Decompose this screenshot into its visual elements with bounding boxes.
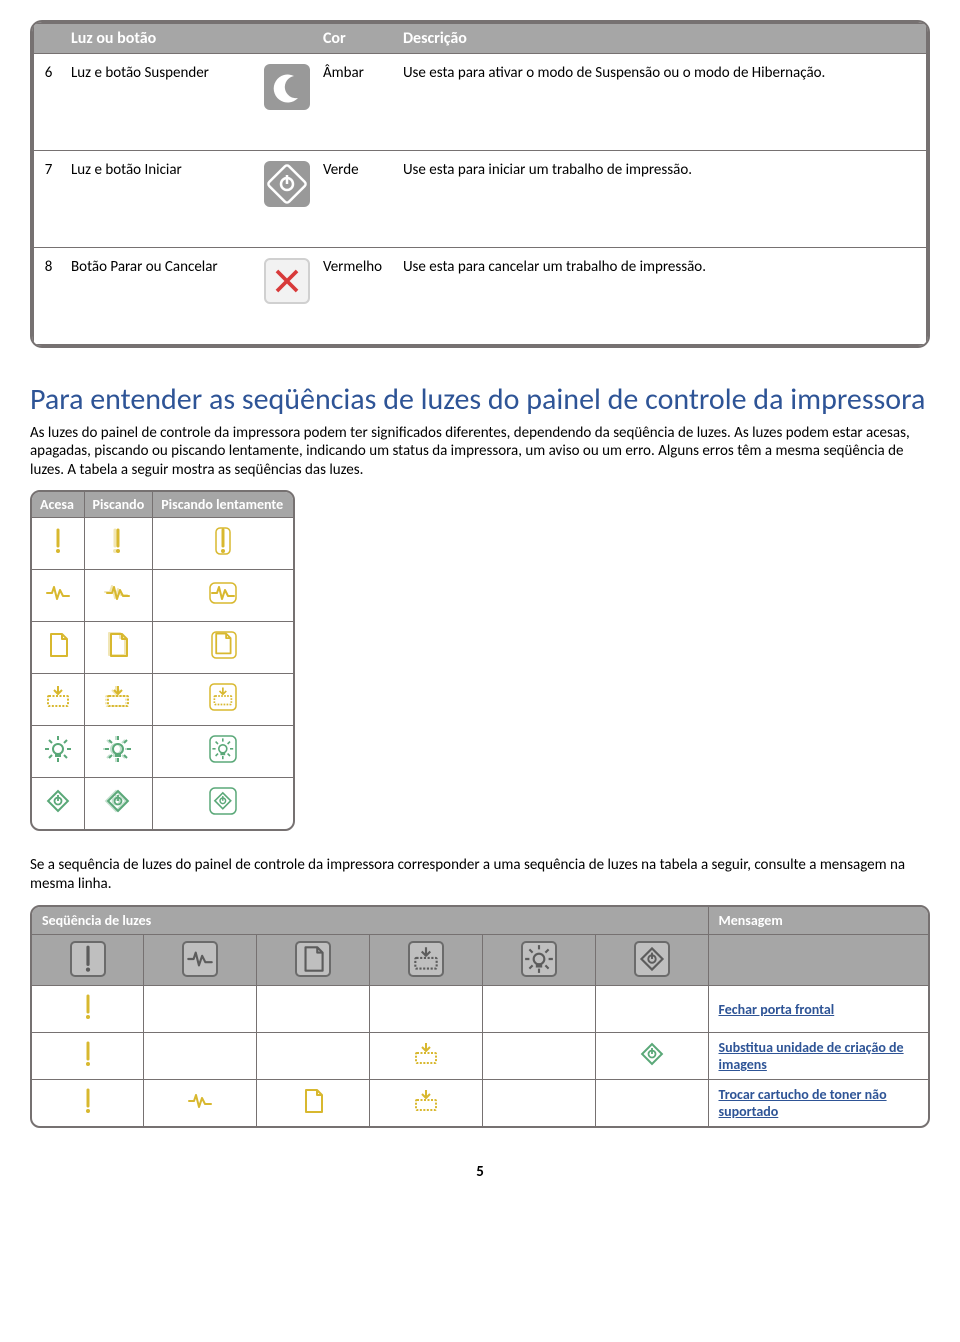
row-desc: Use esta para ativar o modo de Suspensão… [395, 54, 927, 151]
seq-row: Substitua unidade de criação de imagens [32, 1033, 928, 1080]
exclamation-icon [73, 1086, 103, 1116]
exclamation-icon [43, 526, 73, 556]
seq-header-right: Mensagem [708, 907, 928, 935]
tray-icon [103, 682, 133, 712]
row-color: Verde [315, 151, 395, 248]
seq-row: Fechar porta frontal [32, 986, 928, 1033]
msg-link[interactable]: Fechar porta frontal [719, 1001, 835, 1018]
diamond-icon [637, 1039, 667, 1069]
exclamation-icon [103, 526, 133, 556]
legend-h1: Acesa [32, 492, 84, 518]
row-name: Botão Parar ou Cancelar [63, 248, 260, 346]
para2: Se a sequência de luzes do painel de con… [30, 856, 930, 894]
sequence-table: Seqüência de luzes Mensagem Fechar porta… [30, 905, 930, 1128]
diamond-icon [634, 941, 670, 977]
col-luz: Luz ou botão [63, 23, 260, 54]
paper-icon [208, 630, 238, 660]
row-num: 7 [33, 151, 63, 248]
col-desc: Descrição [395, 23, 927, 54]
seq-row: Trocar cartucho de toner não suportado [32, 1080, 928, 1127]
legend-h3: Piscando lentamente [153, 492, 293, 518]
col-cor: Cor [315, 23, 395, 54]
tray-icon [411, 1039, 441, 1069]
tray-icon [411, 1086, 441, 1116]
legend-h2: Piscando [84, 492, 153, 518]
seq-header-left: Seqüência de luzes [32, 907, 708, 935]
row-num: 6 [33, 54, 63, 151]
start-icon [264, 161, 310, 207]
bulb-icon [103, 734, 133, 764]
wave-icon [182, 941, 218, 977]
page-number: 5 [30, 1163, 930, 1181]
paper-icon [298, 1086, 328, 1116]
col-icon [260, 23, 315, 54]
exclamation-icon [73, 1039, 103, 1069]
exclamation-icon [70, 941, 106, 977]
exclamation-icon [208, 526, 238, 556]
msg-link[interactable]: Substitua unidade de criação de imagens [719, 1039, 904, 1073]
bulb-icon [521, 941, 557, 977]
diamond-icon [103, 786, 133, 816]
wave-icon [185, 1086, 215, 1116]
section-heading: Para entender as seqüências de luzes do … [30, 383, 930, 418]
tray-icon [408, 941, 444, 977]
wave-icon [208, 578, 238, 608]
table-row: 6 Luz e botão Suspender Âmbar Use esta p… [33, 54, 927, 151]
diamond-icon [208, 786, 238, 816]
row-name: Luz e botão Suspender [63, 54, 260, 151]
row-desc: Use esta para iniciar um trabalho de imp… [395, 151, 927, 248]
wave-icon [43, 578, 73, 608]
buttons-table: Luz ou botão Cor Descrição 6 Luz e botão… [30, 20, 930, 348]
moon-icon [264, 64, 310, 110]
paper-icon [295, 941, 331, 977]
table-row: 8 Botão Parar ou Cancelar Vermelho Use e… [33, 248, 927, 346]
legend-table: Acesa Piscando Piscando lentamente [30, 490, 295, 831]
cancel-icon [264, 258, 310, 304]
tray-icon [208, 682, 238, 712]
paper-icon [43, 630, 73, 660]
intro-paragraph: As luzes do painel de controle da impres… [30, 424, 930, 480]
exclamation-icon [73, 992, 103, 1022]
row-color: Âmbar [315, 54, 395, 151]
diamond-icon [43, 786, 73, 816]
row-name: Luz e botão Iniciar [63, 151, 260, 248]
row-num: 8 [33, 248, 63, 346]
row-color: Vermelho [315, 248, 395, 346]
table-row: 7 Luz e botão Iniciar Verde Use esta par… [33, 151, 927, 248]
tray-icon [43, 682, 73, 712]
row-desc: Use esta para cancelar um trabalho de im… [395, 248, 927, 346]
bulb-icon [208, 734, 238, 764]
wave-icon [103, 578, 133, 608]
msg-link[interactable]: Trocar cartucho de toner não suportado [719, 1086, 887, 1120]
col-blank [33, 23, 63, 54]
bulb-icon [43, 734, 73, 764]
seq-icon-header [32, 935, 928, 986]
paper-icon [103, 630, 133, 660]
